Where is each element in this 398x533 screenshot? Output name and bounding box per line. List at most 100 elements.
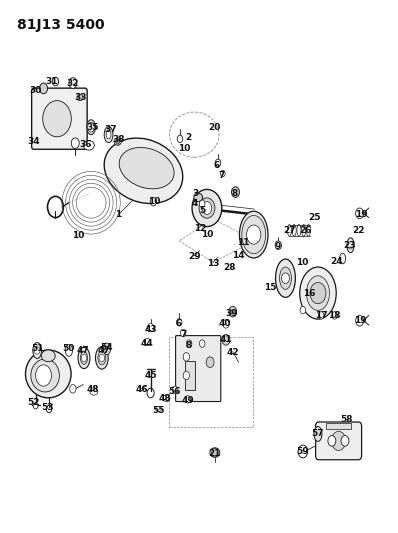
Circle shape: [341, 435, 349, 446]
Circle shape: [206, 357, 214, 368]
Text: 19: 19: [355, 210, 368, 219]
Text: 27: 27: [283, 226, 296, 235]
FancyBboxPatch shape: [176, 336, 221, 401]
Ellipse shape: [194, 193, 203, 201]
Text: 49: 49: [181, 396, 194, 405]
Circle shape: [180, 329, 186, 337]
Circle shape: [199, 200, 205, 207]
Text: 24: 24: [331, 257, 343, 265]
Ellipse shape: [275, 259, 295, 297]
FancyBboxPatch shape: [316, 422, 362, 460]
Text: 29: 29: [188, 253, 201, 261]
Text: 13: 13: [207, 260, 219, 268]
Text: 41: 41: [220, 335, 232, 344]
Text: 6: 6: [175, 319, 181, 328]
Text: 44: 44: [140, 339, 153, 348]
Ellipse shape: [25, 350, 71, 398]
Text: 16: 16: [303, 288, 316, 297]
Circle shape: [150, 197, 156, 206]
Circle shape: [212, 448, 218, 457]
Text: 11: 11: [237, 238, 250, 247]
Text: 10: 10: [148, 197, 161, 206]
Text: 21: 21: [209, 449, 221, 458]
Text: 18: 18: [328, 311, 341, 320]
Text: 22: 22: [352, 226, 365, 235]
Ellipse shape: [83, 141, 94, 150]
Ellipse shape: [33, 343, 41, 359]
Text: 1: 1: [115, 210, 121, 219]
Circle shape: [116, 139, 120, 144]
Ellipse shape: [96, 347, 108, 369]
Circle shape: [275, 241, 281, 249]
Circle shape: [185, 395, 191, 403]
Text: 47: 47: [77, 346, 90, 355]
Bar: [326, 423, 351, 429]
Text: 23: 23: [343, 241, 356, 250]
Circle shape: [33, 402, 38, 409]
Text: 10: 10: [296, 258, 308, 266]
Text: 43: 43: [144, 325, 157, 334]
Ellipse shape: [98, 351, 106, 365]
Circle shape: [222, 335, 230, 345]
Ellipse shape: [90, 387, 98, 395]
Ellipse shape: [104, 138, 183, 204]
Ellipse shape: [103, 343, 111, 355]
Circle shape: [247, 225, 261, 244]
Text: 52: 52: [27, 398, 39, 407]
Text: 30: 30: [29, 85, 42, 94]
Text: 33: 33: [74, 93, 87, 102]
Text: 7: 7: [180, 330, 186, 339]
Circle shape: [176, 319, 182, 326]
Text: 47: 47: [98, 346, 110, 355]
Text: 42: 42: [226, 348, 239, 357]
Ellipse shape: [279, 267, 291, 289]
Ellipse shape: [87, 120, 96, 135]
Ellipse shape: [339, 253, 345, 264]
Text: 4: 4: [192, 199, 198, 208]
Circle shape: [70, 384, 76, 393]
Text: 5: 5: [199, 206, 205, 215]
Text: 8: 8: [186, 341, 192, 350]
Ellipse shape: [242, 215, 265, 254]
Ellipse shape: [347, 238, 354, 253]
Text: 35: 35: [86, 123, 99, 132]
Text: 15: 15: [264, 283, 277, 292]
Circle shape: [147, 324, 154, 332]
Circle shape: [300, 306, 306, 314]
Text: 3: 3: [192, 189, 198, 198]
Circle shape: [215, 159, 221, 166]
Text: 57: 57: [312, 430, 324, 439]
Circle shape: [88, 123, 95, 132]
Ellipse shape: [104, 127, 113, 143]
Circle shape: [172, 386, 178, 393]
Text: 81J13 5400: 81J13 5400: [17, 18, 104, 31]
Ellipse shape: [163, 395, 170, 402]
Ellipse shape: [78, 348, 90, 368]
Circle shape: [199, 340, 205, 348]
Text: 32: 32: [66, 78, 79, 87]
Circle shape: [348, 241, 353, 249]
Circle shape: [183, 353, 189, 361]
Circle shape: [144, 338, 150, 346]
Text: 56: 56: [168, 387, 181, 396]
Text: 45: 45: [144, 371, 157, 380]
Text: 6: 6: [214, 161, 220, 170]
Ellipse shape: [65, 345, 72, 357]
Circle shape: [229, 306, 237, 317]
Ellipse shape: [156, 406, 162, 411]
Circle shape: [81, 354, 87, 362]
Text: 34: 34: [27, 137, 39, 146]
Ellipse shape: [43, 101, 71, 137]
Ellipse shape: [314, 426, 322, 441]
Ellipse shape: [31, 359, 59, 392]
Circle shape: [356, 208, 364, 219]
Circle shape: [332, 431, 346, 450]
Ellipse shape: [114, 138, 121, 146]
Text: 9: 9: [274, 242, 281, 251]
Ellipse shape: [80, 352, 88, 365]
Circle shape: [310, 282, 326, 304]
Text: 55: 55: [152, 406, 165, 415]
Text: 54: 54: [101, 343, 113, 352]
Ellipse shape: [77, 94, 83, 101]
Text: 59: 59: [297, 447, 309, 456]
